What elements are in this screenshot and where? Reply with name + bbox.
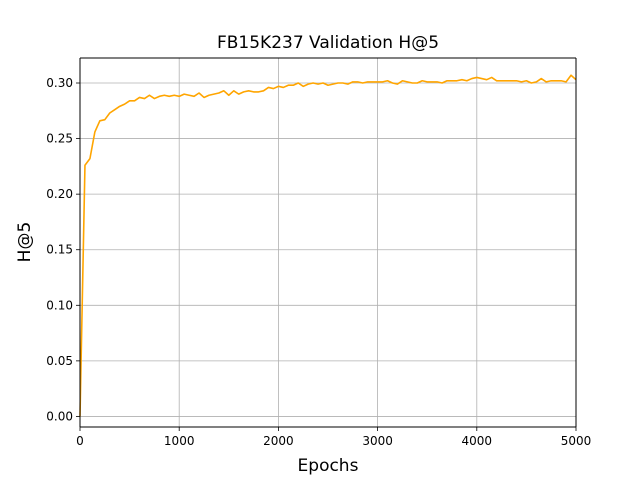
y-axis-label: H@5 [15, 222, 35, 263]
x-tick-label: 0 [76, 434, 84, 448]
grid [79, 58, 577, 427]
y-tick-label: 0.00 [46, 409, 73, 423]
series-line [79, 74, 577, 417]
x-tick-label: 1000 [164, 434, 195, 448]
x-tick-label: 2000 [263, 434, 294, 448]
y-tick-label: 0.30 [46, 76, 73, 90]
x-tick-label: 5000 [561, 434, 592, 448]
x-axis-label: Epochs [298, 456, 359, 476]
x-tick-label: 4000 [462, 434, 493, 448]
series-layer [79, 74, 577, 417]
y-tick-label: 0.15 [46, 243, 73, 257]
plot-area [80, 58, 576, 427]
y-tick-label: 0.20 [46, 187, 73, 201]
x-tick-label: 3000 [362, 434, 393, 448]
chart-title: FB15K237 Validation H@5 [217, 33, 439, 53]
y-tick-label: 0.10 [46, 298, 73, 312]
y-tick-label: 0.25 [46, 132, 73, 146]
axes [79, 57, 577, 428]
ticks: 0 1000 2000 3000 4000 5000 0.00 0.05 0.10 0.15 0.2… [46, 76, 591, 448]
y-tick-label: 0.05 [46, 354, 73, 368]
